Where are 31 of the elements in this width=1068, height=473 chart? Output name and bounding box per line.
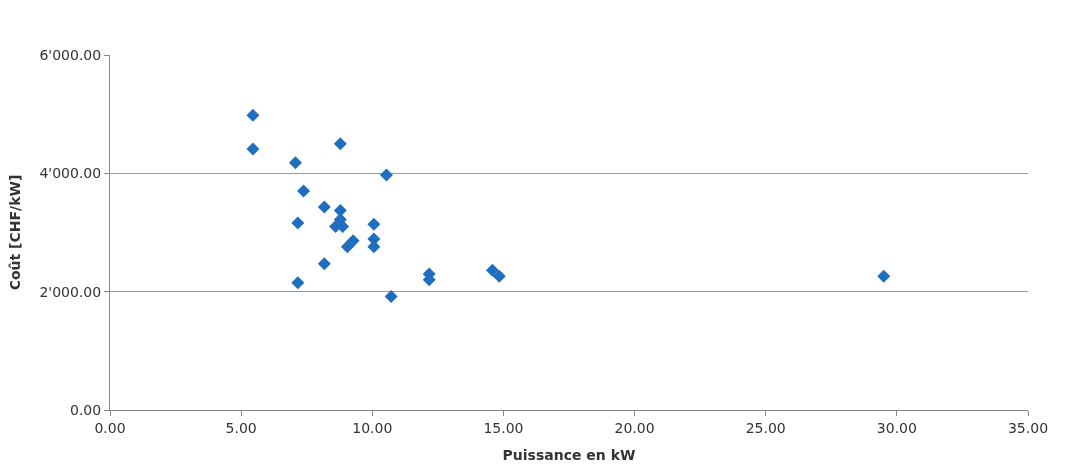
x-tick-label: 0.00 (94, 419, 126, 436)
x-tick-label: 35.00 (1007, 419, 1049, 436)
point (317, 257, 331, 271)
x-tick-label: 20.00 (614, 419, 655, 436)
point (346, 234, 360, 248)
x-tick-label: 15.00 (483, 419, 524, 436)
x-tick-label: 25.00 (745, 419, 786, 436)
x-tick-label: 30.00 (876, 419, 917, 436)
point (246, 142, 260, 156)
point (317, 200, 331, 214)
y-tick-label: 0.00 (70, 401, 102, 418)
y-axis-title: Coût [CHF/kW] (7, 174, 24, 291)
point (246, 108, 260, 122)
y-tick-label: 2'000.00 (39, 283, 102, 300)
point (379, 168, 393, 182)
x-tick-label: 5.00 (225, 419, 257, 436)
point (384, 289, 398, 303)
point (877, 269, 891, 283)
point (291, 216, 305, 230)
point (297, 184, 311, 198)
y-tick-label: 6'000.00 (39, 46, 102, 63)
point (492, 269, 506, 283)
point (485, 263, 499, 277)
point (291, 276, 305, 290)
y-tick-label: 4'000.00 (39, 165, 102, 182)
x-tick-label: 10.00 (352, 419, 393, 436)
x-axis-title: Puissance en kW (502, 447, 636, 464)
point (333, 137, 347, 151)
point (367, 240, 381, 254)
point (288, 156, 302, 170)
point (367, 217, 381, 231)
